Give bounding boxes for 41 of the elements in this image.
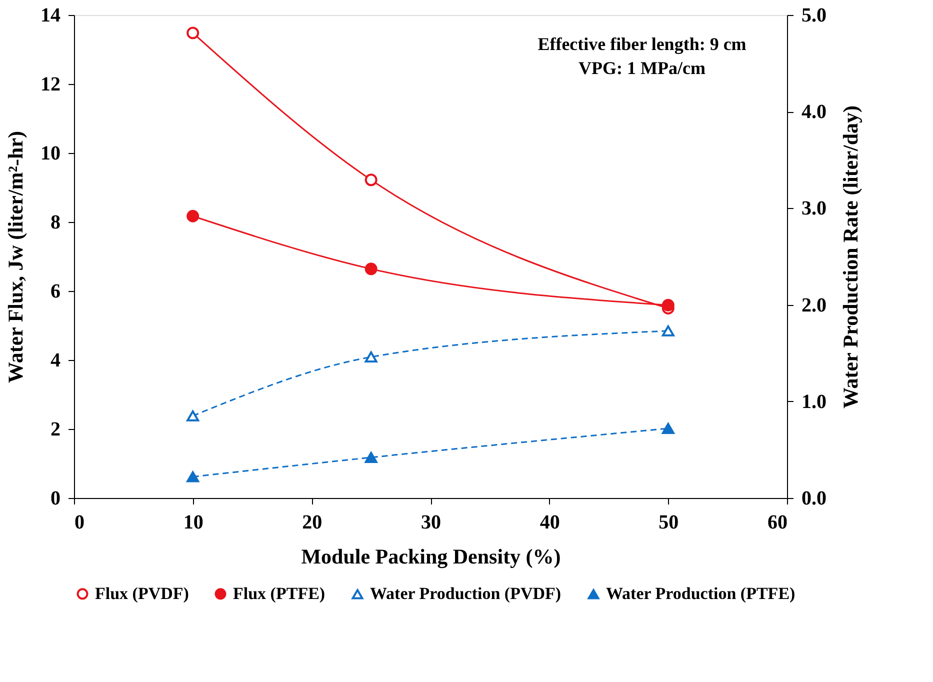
point bbox=[662, 325, 674, 336]
point bbox=[364, 452, 378, 463]
y-tick-label: 0 bbox=[50, 488, 60, 510]
point bbox=[186, 26, 200, 40]
x-tick-label: 50 bbox=[658, 512, 679, 534]
y-tick-label: 10 bbox=[40, 142, 60, 164]
y-tick-label: 8 bbox=[50, 212, 60, 234]
legend-label: Water Production (PVDF) bbox=[370, 584, 562, 604]
legend-label: Water Production (PTFE) bbox=[606, 584, 796, 604]
y-tick-label: 6 bbox=[50, 280, 60, 302]
point bbox=[364, 174, 378, 186]
y2-tick-label: 5.0 bbox=[802, 4, 826, 26]
y-tick-label: 2 bbox=[50, 418, 60, 440]
point bbox=[186, 210, 200, 222]
point bbox=[186, 410, 200, 422]
annotation: VPG: 1 MPa/cm bbox=[578, 58, 706, 78]
legend-label: Flux (PTFE) bbox=[233, 584, 326, 603]
y2-tick-label: 3.0 bbox=[802, 198, 826, 220]
y2-tick-label: 2.0 bbox=[802, 294, 826, 316]
y2-tick-label: 4.0 bbox=[802, 101, 826, 124]
x-tick-label: 0 bbox=[74, 512, 84, 534]
y2-tick-label: 0.0 bbox=[802, 488, 826, 510]
x-tick-label: 30 bbox=[421, 512, 441, 534]
point bbox=[364, 351, 378, 363]
point bbox=[186, 471, 200, 482]
x-axis-title: Module Packing Density (%) bbox=[301, 544, 561, 568]
x-tick-label: 10 bbox=[183, 512, 204, 534]
y-tick-label: 12 bbox=[40, 74, 60, 96]
legend-label: Flux (PVDF) bbox=[95, 584, 189, 603]
y-tick-label: 4 bbox=[50, 350, 60, 372]
y2-tick-label: 1.0 bbox=[802, 390, 826, 413]
y-axis-title: Water Flux, Jw (liter/m²-hr) bbox=[4, 130, 28, 384]
annotation: Effective fiber length: 9 cm bbox=[538, 34, 746, 54]
point bbox=[662, 298, 674, 312]
point bbox=[364, 262, 378, 276]
x-tick-label: 20 bbox=[302, 512, 322, 534]
x-tick-label: 40 bbox=[540, 512, 560, 534]
x-tick-label: 60 bbox=[768, 512, 788, 534]
y2-axis-title: Water Production Rate (liter/day) bbox=[838, 105, 862, 409]
point bbox=[662, 422, 674, 434]
y-tick-label: 14 bbox=[40, 4, 60, 26]
